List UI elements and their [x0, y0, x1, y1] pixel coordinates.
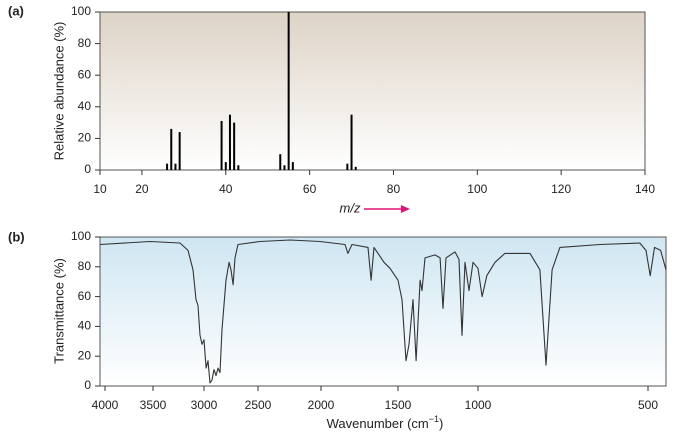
bar	[346, 163, 349, 170]
y-tick-label: 100	[71, 229, 91, 243]
bar	[174, 163, 177, 170]
x-tick-label: 40	[219, 182, 233, 196]
panel-label: (b)	[8, 229, 25, 244]
y-tick-label: 80	[78, 36, 92, 50]
y-tick-label: 20	[78, 348, 92, 362]
bar	[166, 163, 169, 170]
x-tick-label: 2000	[308, 398, 335, 412]
y-axis-title: Transmittance (%)	[51, 258, 66, 364]
plot-frame	[99, 11, 646, 171]
x-tick-label: 3000	[191, 398, 218, 412]
x-tick-label: 20	[135, 182, 149, 196]
x-axis-title-text: Wavenumber (cm	[327, 416, 429, 431]
x-tick-label: 3500	[140, 398, 167, 412]
bar	[237, 165, 240, 170]
y-tick-label: 60	[78, 289, 92, 303]
x-tick-label: 1500	[385, 398, 412, 412]
bar	[291, 162, 294, 170]
y-tick-label: 100	[71, 4, 91, 18]
arrow-head	[401, 205, 410, 213]
x-tick-label: 140	[635, 182, 655, 196]
x-tick-label: 2500	[245, 398, 272, 412]
plot-frame	[99, 236, 667, 387]
x-tick-label: 100	[467, 182, 487, 196]
bar	[178, 132, 181, 170]
y-tick-label: 0	[84, 378, 91, 392]
x-tick-label: 60	[303, 182, 317, 196]
plot-background	[100, 12, 645, 170]
bar	[228, 114, 231, 170]
x-tick-label: 4000	[92, 398, 119, 412]
plot-background	[100, 237, 666, 386]
bar	[170, 128, 173, 170]
y-tick-label: 0	[84, 162, 91, 176]
bar	[224, 162, 227, 170]
x-tick-label: 80	[387, 182, 401, 196]
bar	[220, 121, 223, 170]
panel-label: (a)	[8, 3, 24, 18]
x-tick-label: 10	[93, 182, 107, 196]
bar	[354, 166, 357, 170]
y-tick-label: 40	[78, 99, 92, 113]
x-axis-title: Wavenumber (cm−1)	[327, 414, 444, 431]
y-axis-title: Relative abundance (%)	[51, 22, 66, 161]
x-tick-label: 1000	[465, 398, 492, 412]
x-axis-title-sup: −1	[429, 414, 439, 424]
y-tick-label: 60	[78, 67, 92, 81]
y-tick-label: 20	[78, 131, 92, 145]
bar	[287, 12, 290, 170]
y-tick-label: 40	[78, 319, 92, 333]
x-tick-label: 120	[551, 182, 571, 196]
bar	[283, 165, 286, 170]
bar	[233, 122, 236, 170]
y-tick-label: 80	[78, 259, 92, 273]
spectrum-line	[99, 239, 667, 384]
bar	[350, 114, 353, 170]
x-axis-title: m/z	[340, 200, 361, 215]
x-axis-title-end: )	[439, 416, 443, 431]
bar	[279, 154, 282, 170]
x-tick-label: 500	[638, 398, 658, 412]
